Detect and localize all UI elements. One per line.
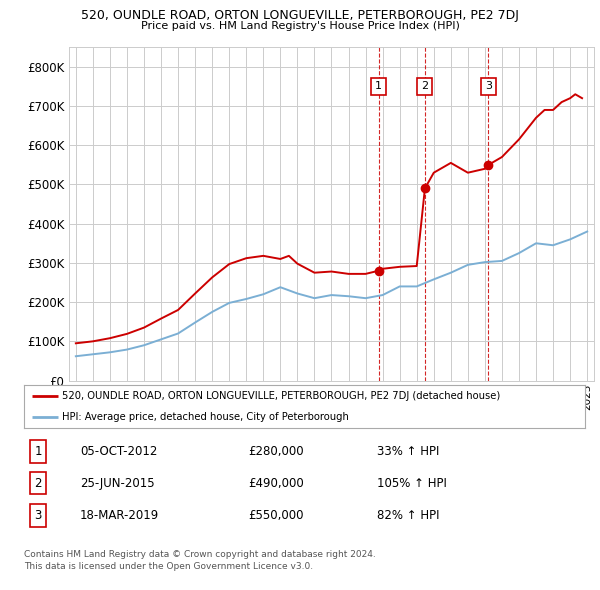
- Text: 105% ↑ HPI: 105% ↑ HPI: [377, 477, 448, 490]
- Text: 33% ↑ HPI: 33% ↑ HPI: [377, 445, 440, 458]
- Text: 3: 3: [485, 81, 492, 91]
- Text: 520, OUNDLE ROAD, ORTON LONGUEVILLE, PETERBOROUGH, PE2 7DJ: 520, OUNDLE ROAD, ORTON LONGUEVILLE, PET…: [81, 9, 519, 22]
- Text: 1: 1: [34, 445, 42, 458]
- Text: 05-OCT-2012: 05-OCT-2012: [80, 445, 157, 458]
- Text: 25-JUN-2015: 25-JUN-2015: [80, 477, 155, 490]
- Text: Price paid vs. HM Land Registry's House Price Index (HPI): Price paid vs. HM Land Registry's House …: [140, 21, 460, 31]
- Text: 18-MAR-2019: 18-MAR-2019: [80, 509, 160, 522]
- Text: 3: 3: [34, 509, 42, 522]
- Text: 82% ↑ HPI: 82% ↑ HPI: [377, 509, 440, 522]
- Text: 2: 2: [34, 477, 42, 490]
- Text: £280,000: £280,000: [248, 445, 304, 458]
- Text: Contains HM Land Registry data © Crown copyright and database right 2024.: Contains HM Land Registry data © Crown c…: [24, 550, 376, 559]
- Text: 2: 2: [421, 81, 428, 91]
- Text: £490,000: £490,000: [248, 477, 304, 490]
- Text: 1: 1: [375, 81, 382, 91]
- Text: £550,000: £550,000: [248, 509, 304, 522]
- Text: 520, OUNDLE ROAD, ORTON LONGUEVILLE, PETERBOROUGH, PE2 7DJ (detached house): 520, OUNDLE ROAD, ORTON LONGUEVILLE, PET…: [62, 391, 500, 401]
- Text: This data is licensed under the Open Government Licence v3.0.: This data is licensed under the Open Gov…: [24, 562, 313, 571]
- Text: HPI: Average price, detached house, City of Peterborough: HPI: Average price, detached house, City…: [62, 412, 349, 422]
